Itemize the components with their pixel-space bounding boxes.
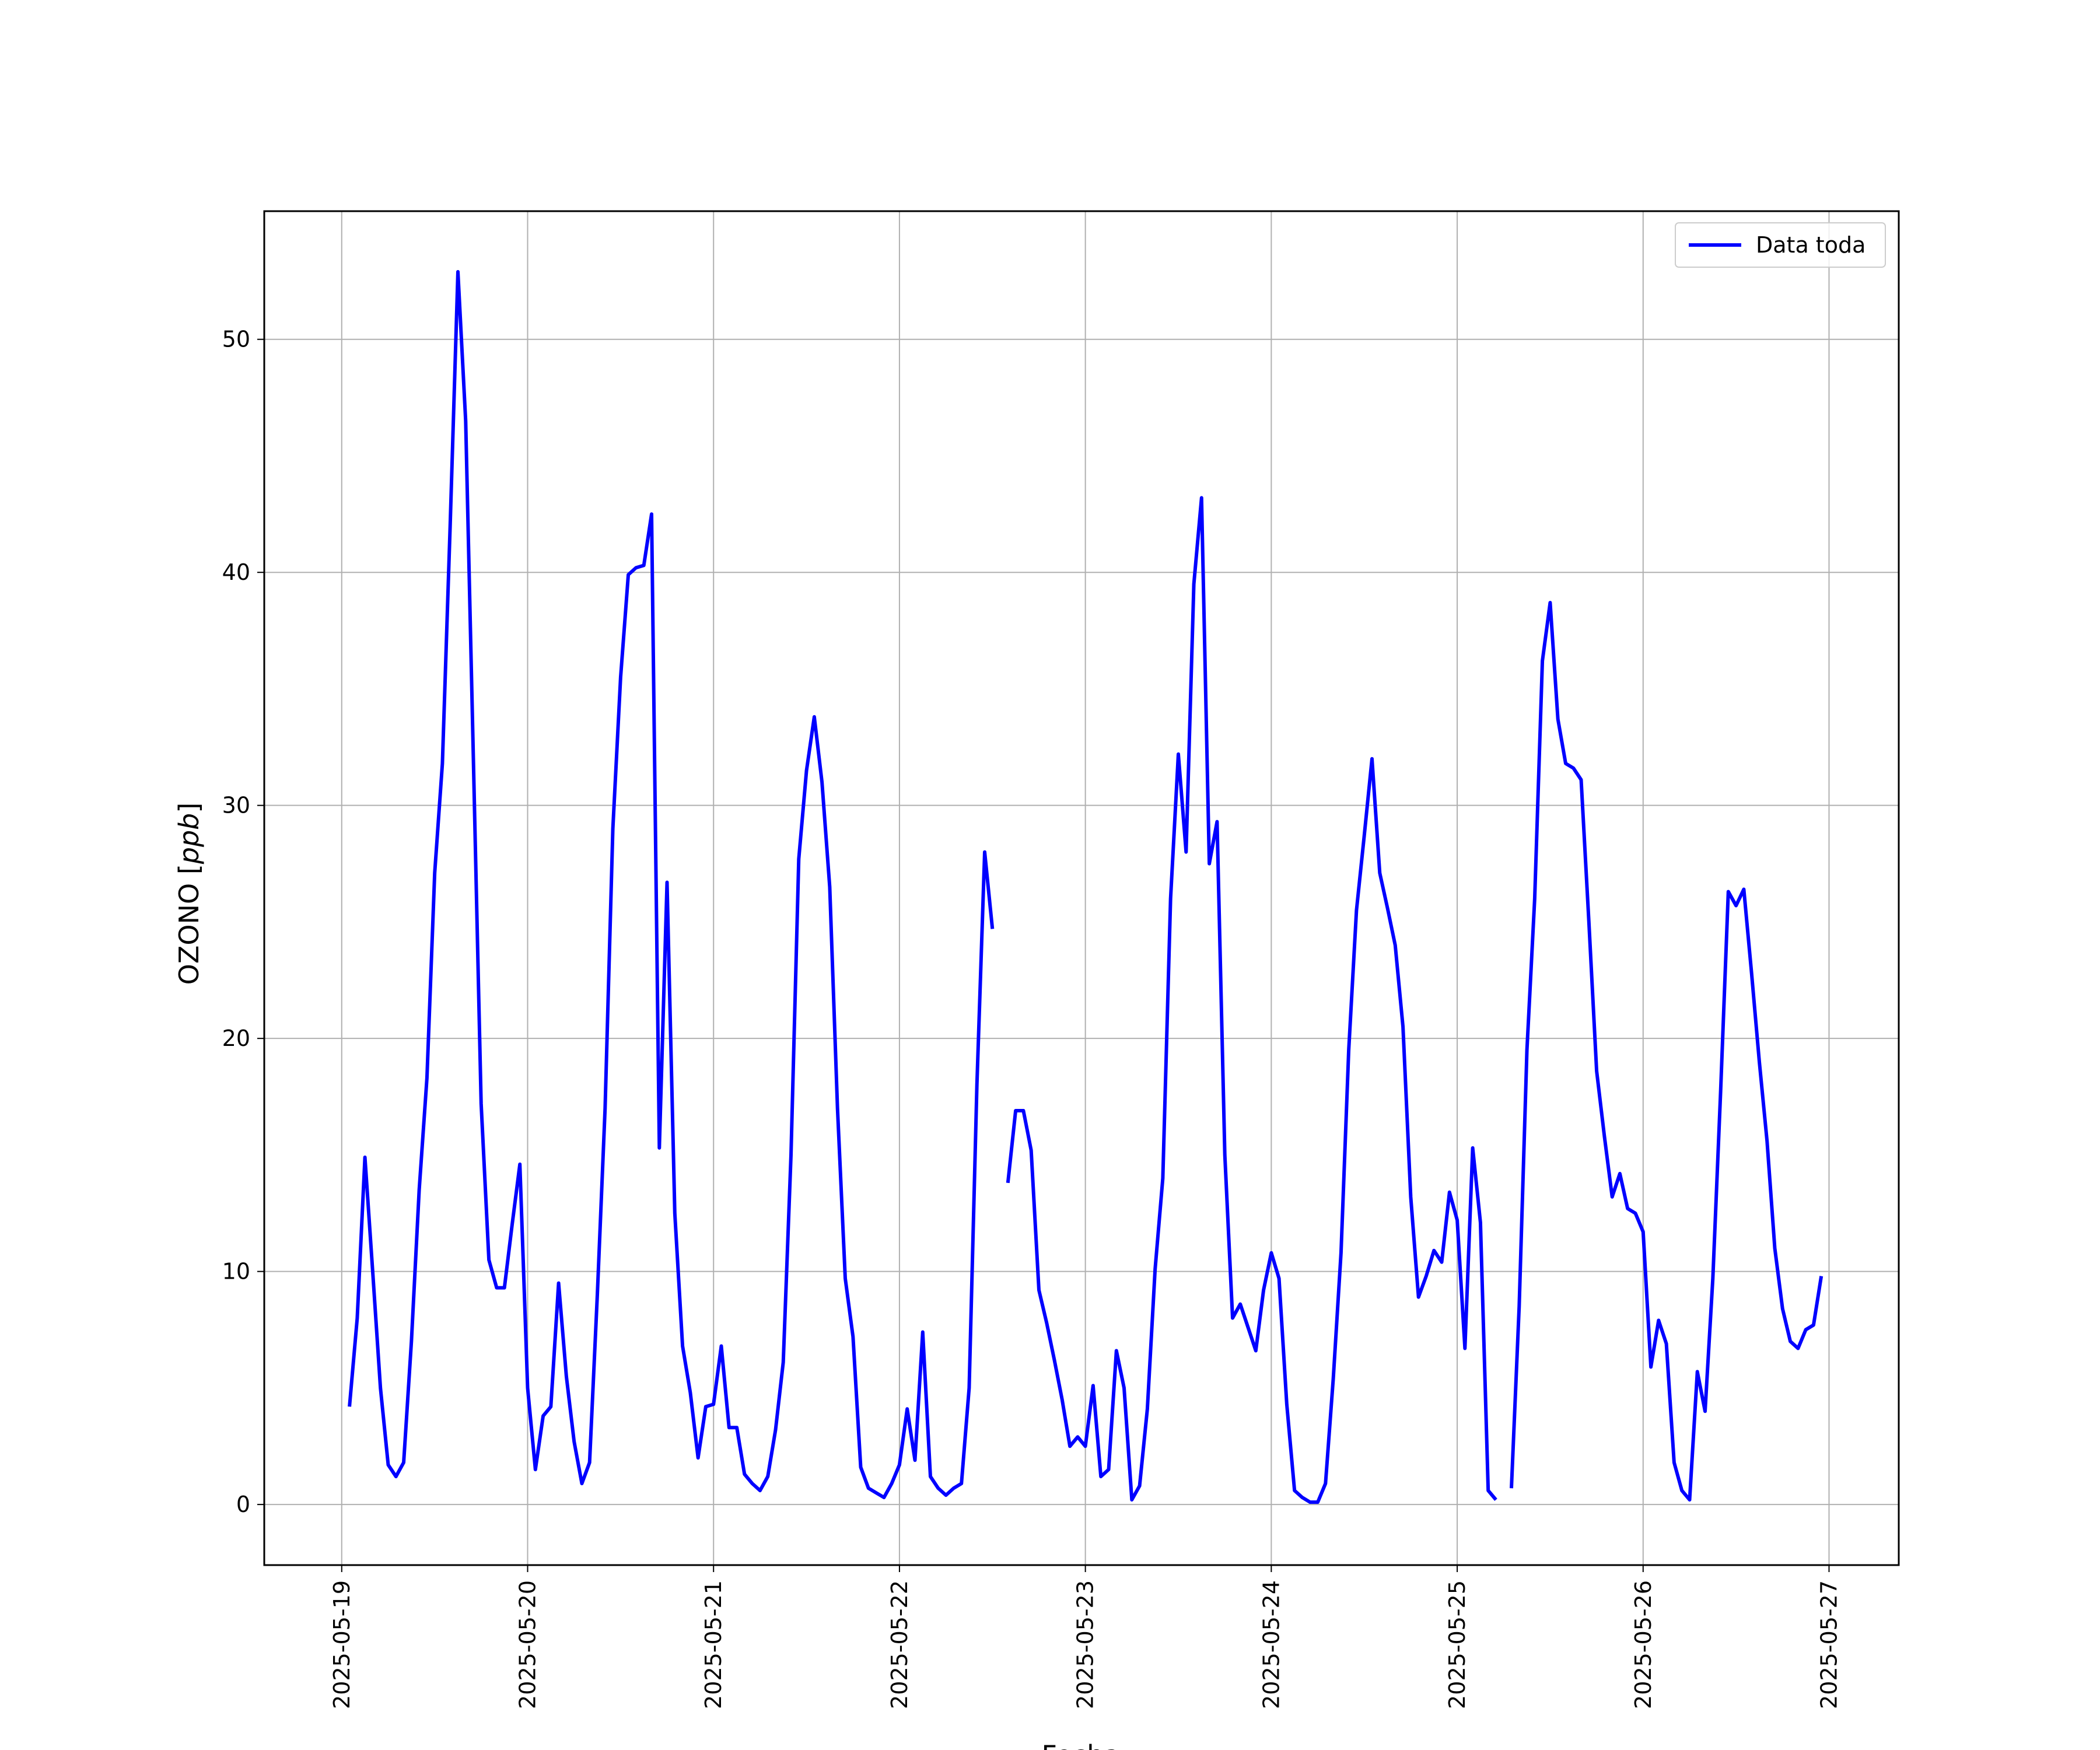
y-axis-title-unit-open: OZONO [ <box>173 864 205 985</box>
legend-label-data-toda: Data toda <box>1756 232 1866 258</box>
legend-box <box>1675 222 1886 268</box>
series-line-data-toda <box>348 270 995 1500</box>
y-tick-label: 50 <box>222 327 250 352</box>
plot-frame <box>263 210 1900 1566</box>
x-tick-label: 2025-05-25 <box>1444 1580 1470 1709</box>
y-tick-label: 10 <box>222 1259 250 1284</box>
series-line-data-toda <box>1510 601 1824 1502</box>
x-tick-label: 2025-05-22 <box>887 1580 912 1709</box>
x-tick-label: 2025-05-24 <box>1258 1580 1284 1709</box>
x-tick-label: 2025-05-23 <box>1073 1580 1098 1709</box>
x-tick-label: 2025-05-27 <box>1816 1580 1842 1709</box>
x-axis-ticks: 2025-05-19 2025-05-20 2025-05-21 2025-05-22… <box>329 1565 1842 1709</box>
x-axis-title: Fecha <box>1042 1740 1121 1750</box>
x-tick-label: 2025-05-19 <box>329 1580 355 1709</box>
x-tick-label: 2025-05-21 <box>701 1580 726 1709</box>
y-tick-label: 40 <box>222 559 250 585</box>
series-line-data-toda <box>1006 496 1497 1504</box>
y-tick-label: 30 <box>222 793 250 818</box>
x-tick-label: 2025-05-20 <box>515 1580 541 1709</box>
x-tick-label: 2025-05-26 <box>1630 1580 1656 1709</box>
y-tick-label: 0 <box>236 1492 250 1517</box>
y-axis-title-unit: ppb <box>173 813 205 865</box>
grid-lines <box>264 211 1899 1565</box>
y-axis-ticks: 0 10 20 30 40 50 <box>222 327 264 1517</box>
legend: Data toda <box>1675 222 1886 268</box>
y-axis-title: OZONO [ppb] <box>173 803 205 985</box>
y-axis-title-unit-close: ] <box>173 803 205 813</box>
y-tick-label: 20 <box>222 1026 250 1051</box>
series-layer <box>348 270 1824 1504</box>
